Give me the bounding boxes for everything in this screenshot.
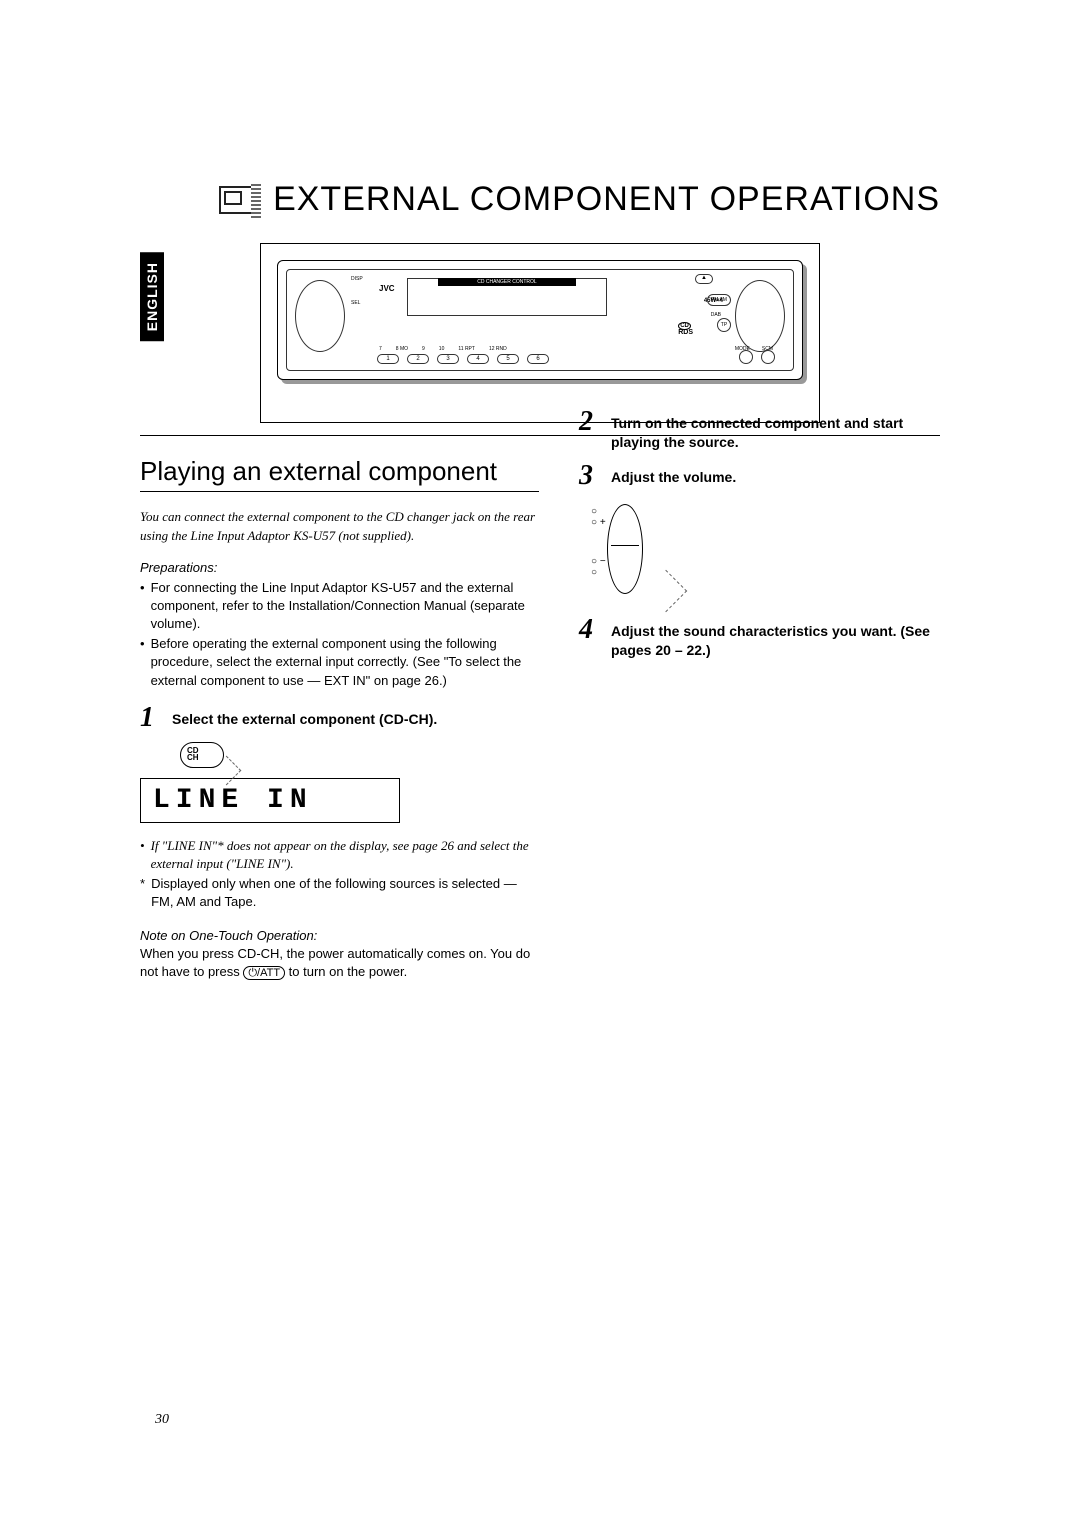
bullet-text: For connecting the Line Input Adaptor KS… [151,579,539,634]
mode-buttons [739,350,775,364]
step-text: Adjust the volume. [611,462,736,490]
step-text: Select the external component (CD-CH). [172,704,437,732]
dab-label: DAB [711,312,721,318]
display-label: CD CHANGER CONTROL [438,278,576,286]
section-icon [219,186,255,214]
cd-ch-button-icon: CD CH [180,742,224,768]
tp-btn: TP [717,318,731,332]
note-line-1: • If "LINE IN"* does not appear on the d… [140,837,539,873]
language-tab: ENGLISH [140,252,164,341]
sel-label: SEL [351,300,360,306]
note-text: If "LINE IN"* does not appear on the dis… [151,837,539,873]
right-column: 2 Turn on the connected component and st… [579,456,940,981]
page-number: 30 [155,1412,169,1428]
vol-plus-icon: ○○ + [591,506,606,528]
device-illustration-frame: DISP JVC SEL CD CHANGER CONTROL ▲ 45W×4 … [260,243,820,423]
step-4: 4 Adjust the sound characteristics you w… [579,616,940,660]
bullet-mark: • [140,635,145,690]
mode-knob-2 [761,350,775,364]
cd-ch-button-diagram: CD CH [180,742,539,768]
content-columns: Playing an external component You can co… [140,456,940,981]
rds-label: CD RDS [678,322,693,336]
one-touch-body: When you press CD-CH, the power automati… [140,945,539,982]
num-btn-2: 2 [407,354,429,364]
intro-text: You can connect the external component t… [140,508,539,546]
bullet-text: Before operating the external component … [151,635,539,690]
num-btn-5: 5 [497,354,519,364]
step-number: 1 [140,704,162,732]
preparations-heading: Preparations: [140,560,539,575]
one-touch-heading: Note on One-Touch Operation: [140,928,539,943]
lcd-display: LINE IN [140,778,400,823]
section-underline [140,491,539,492]
asterisk-mark: * [140,875,145,911]
note-text: Displayed only when one of the following… [151,875,539,911]
num-btn-1: 1 [377,354,399,364]
right-knob [735,280,785,352]
device-display: CD CHANGER CONTROL [407,278,607,316]
prep-bullet-1: • For connecting the Line Input Adaptor … [140,579,539,634]
brand-label: JVC [379,284,395,293]
step-1: 1 Select the external component (CD-CH). [140,704,539,732]
left-knob [295,280,345,352]
power-att-button-icon: ⏻/ATT [243,966,285,980]
note-line-2: * Displayed only when one of the followi… [140,875,539,911]
num-btn-4: 4 [467,354,489,364]
num-btn-3: 3 [437,354,459,364]
left-column: Playing an external component You can co… [140,456,539,981]
vol-dash-lines [645,570,687,612]
num-btn-6: 6 [527,354,549,364]
step-3: 3 Adjust the volume. [579,462,940,490]
number-buttons: 1 2 3 4 5 6 [377,354,549,364]
vol-minus-icon: ○ −○ [591,556,606,578]
car-stereo-illustration: DISP JVC SEL CD CHANGER CONTROL ▲ 45W×4 … [277,260,803,380]
volume-knob-diagram: ○○ + ○ −○ [603,500,663,600]
page-title: EXTERNAL COMPONENT OPERATIONS [273,180,940,219]
step-text: Adjust the sound characteristics you wan… [611,616,940,660]
bullet-mark: • [140,579,145,634]
bullet-mark: • [140,837,145,873]
step-number: 4 [579,616,601,660]
step-number: 3 [579,462,601,490]
volume-oval-icon [607,504,643,594]
disp-label: DISP [351,276,363,282]
section-heading: Playing an external component [140,456,539,487]
step1-notes: • If "LINE IN"* does not appear on the d… [140,837,539,912]
fm-am-btn: FM AM [707,294,731,306]
page-title-row: EXTERNAL COMPONENT OPERATIONS [140,180,940,219]
preparations-list: • For connecting the Line Input Adaptor … [140,579,539,690]
prep-bullet-2: • Before operating the external componen… [140,635,539,690]
eject-btn: ▲ [695,274,713,284]
top-btn-labels: 7 8 MO 9 10 11 RPT 12 RND [379,346,507,352]
mode-knob-1 [739,350,753,364]
device-inner: DISP JVC SEL CD CHANGER CONTROL ▲ 45W×4 … [286,269,794,371]
